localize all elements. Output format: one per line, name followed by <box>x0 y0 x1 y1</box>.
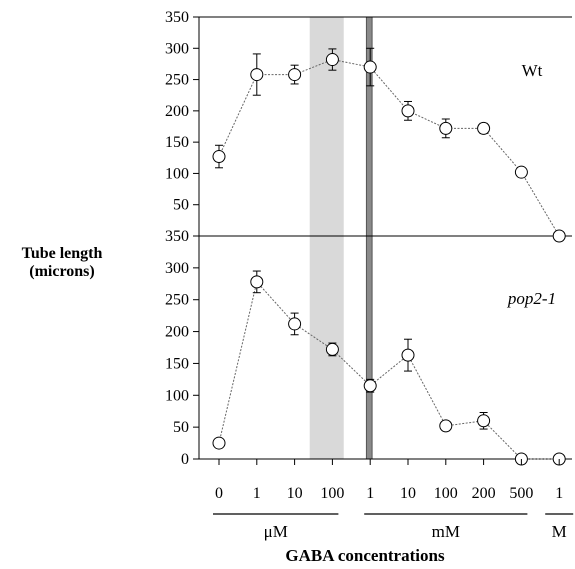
series-line <box>218 280 560 460</box>
x-axis: 0 1 10 100 1 10 100 200 500 1 μM mM M <box>213 459 574 541</box>
data-point <box>250 68 264 82</box>
y-tick-label: 150 <box>165 355 189 372</box>
data-point <box>552 229 566 243</box>
data-point <box>477 414 491 428</box>
panel-label: Wt <box>522 61 543 80</box>
unit-group-label: μM <box>264 522 288 541</box>
y-tick-label: 200 <box>165 103 189 120</box>
series-pop2-1: pop2-1 <box>212 270 566 466</box>
unit-group-label: mM <box>432 522 460 541</box>
x-tick-label: 100 <box>434 485 458 502</box>
x-tick-label: 10 <box>287 485 303 502</box>
highlight-bands <box>309 16 373 460</box>
y-tick-label: 50 <box>173 197 189 214</box>
data-point <box>401 348 415 362</box>
y-tick-label: 200 <box>165 324 189 341</box>
unit-group-label: M <box>552 522 567 541</box>
y-tick-label: 150 <box>165 134 189 151</box>
axes: 50 100 150 200 250 300 350 0 50 100 150 200 250 300 35… <box>165 9 572 468</box>
x-tick-label: 1 <box>253 485 261 502</box>
y-tick-label: 350 <box>165 228 189 245</box>
y-tick-label: 50 <box>173 419 189 436</box>
data-point <box>401 104 415 118</box>
y-tick-label: 100 <box>165 165 189 182</box>
y-axis-label-line2: (microns) <box>29 263 94 280</box>
data-point <box>250 275 264 289</box>
x-tick-label: 500 <box>509 485 533 502</box>
data-point <box>212 436 226 450</box>
series-wt: Wt <box>212 47 566 243</box>
data-point <box>325 53 339 67</box>
x-tick-label: 200 <box>472 485 496 502</box>
y-tick-label: 250 <box>165 72 189 89</box>
data-point <box>363 379 377 393</box>
data-point <box>439 121 453 135</box>
y-tick-label: 350 <box>165 9 189 26</box>
data-point <box>288 68 302 82</box>
y-tick-label: 0 <box>181 451 189 468</box>
data-point <box>325 342 339 356</box>
data-point <box>212 150 226 164</box>
highlight-band-light-shaded <box>309 17 344 459</box>
panel-label: pop2-1 <box>507 289 556 308</box>
x-tick-label: 0 <box>215 485 223 502</box>
y-tick-label: 300 <box>165 40 189 57</box>
y-axis-label-line1: Tube length <box>22 245 103 262</box>
highlight-band-dark-shaded <box>365 16 373 460</box>
data-point <box>477 121 491 135</box>
y-tick-label: 250 <box>165 292 189 309</box>
x-tick-label: 10 <box>400 485 416 502</box>
data-point <box>363 60 377 74</box>
x-tick-label: 1 <box>366 485 374 502</box>
y-tick-label: 300 <box>165 260 189 277</box>
data-point <box>288 317 302 331</box>
data-point <box>514 165 528 179</box>
x-tick-label: 1 <box>555 485 563 502</box>
series-line <box>218 59 560 237</box>
data-point <box>439 419 453 433</box>
y-tick-label: 100 <box>165 387 189 404</box>
x-tick-label: 100 <box>320 485 344 502</box>
data-panels: Wt pop2-1 <box>212 47 566 466</box>
x-axis-label: GABA concentrations <box>285 546 445 565</box>
